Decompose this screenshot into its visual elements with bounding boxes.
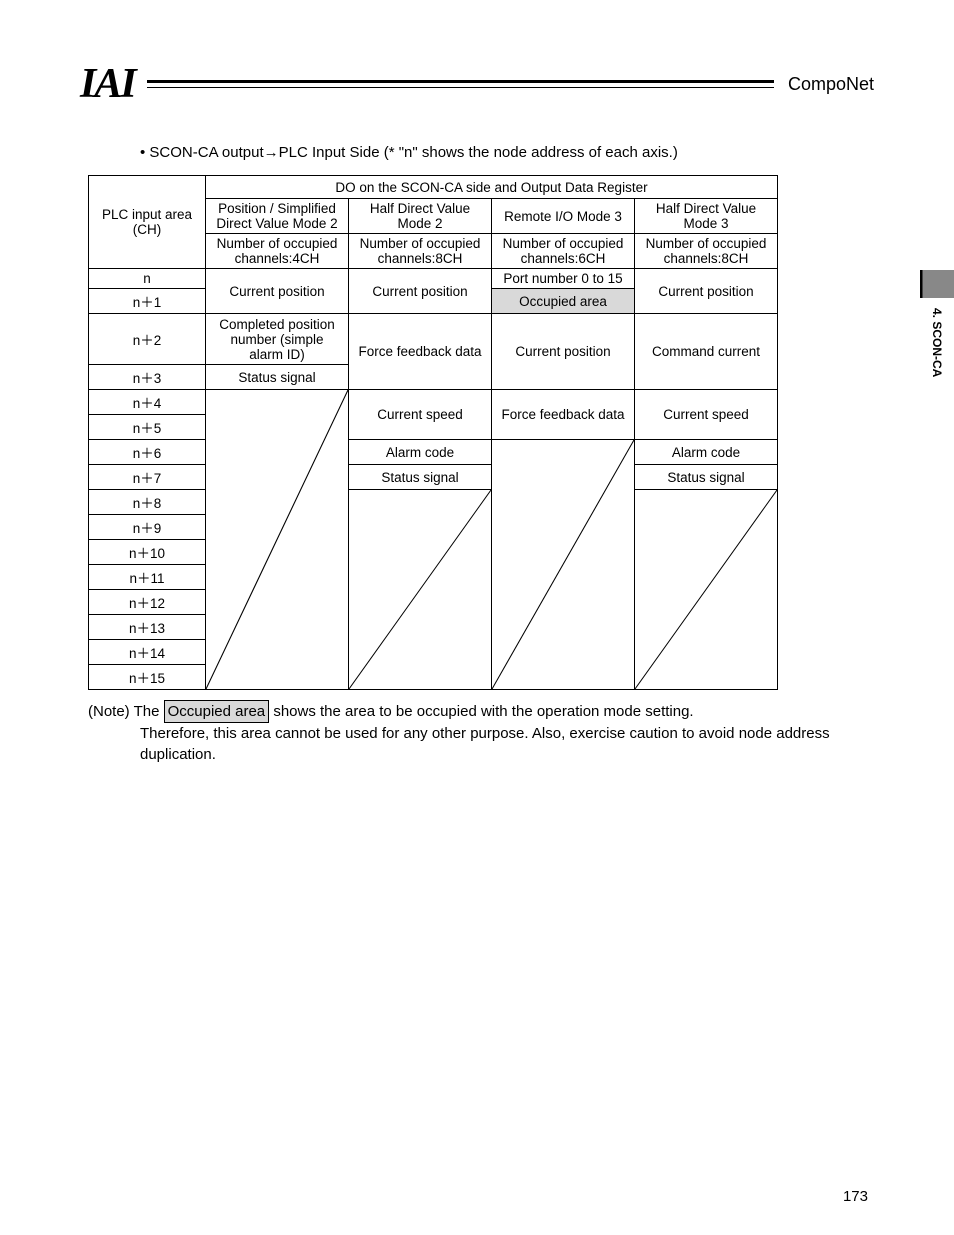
row-n10: n＋10 [89, 540, 206, 565]
row-n6: n＋6 [89, 440, 206, 465]
c4-speed: Current speed [635, 390, 778, 440]
row-n1: n＋1 [89, 289, 206, 314]
row-n3: n＋3 [89, 365, 206, 390]
ch-hdr-3: Number of occupied channels:8CH [635, 234, 778, 269]
c2-alarm: Alarm code [349, 440, 492, 465]
logo: IAI [80, 60, 135, 108]
row-n4: n＋4 [89, 390, 206, 415]
row-n13: n＋13 [89, 615, 206, 640]
row-n14: n＋14 [89, 640, 206, 665]
note-occ: Occupied area [164, 700, 270, 723]
c3-port: Port number 0 to 15 [492, 269, 635, 289]
c2-status: Status signal [349, 465, 492, 490]
c3-curpos: Current position [492, 314, 635, 390]
c2-curpos: Current position [349, 269, 492, 314]
note-line1: shows the area to be occupied with the o… [273, 703, 693, 720]
row-n5: n＋5 [89, 415, 206, 440]
c3-force: Force feedback data [492, 390, 635, 440]
note-block: (Note) The Occupied area shows the area … [88, 700, 874, 765]
c1-complpos: Completed position number (simple alarm … [206, 314, 349, 365]
c4-alarm: Alarm code [635, 440, 778, 465]
doc-title: CompoNet [788, 74, 874, 95]
side-tab-label: 4. SCON-CA [930, 308, 944, 377]
row-n7: n＋7 [89, 465, 206, 490]
page-header: IAI CompoNet [80, 60, 874, 108]
side-tab: 4. SCON-CA [920, 270, 954, 420]
c4-empty [635, 490, 778, 690]
mode-hdr-2: Remote I/O Mode 3 [492, 199, 635, 234]
note-line2: Therefore, this area cannot be used for … [140, 723, 874, 765]
c4-status: Status signal [635, 465, 778, 490]
c2-force: Force feedback data [349, 314, 492, 390]
c4-cmdcur: Command current [635, 314, 778, 390]
c1-empty [206, 390, 349, 690]
note-prefix: (Note) The [88, 703, 159, 720]
mode-hdr-1: Half Direct Value Mode 2 [349, 199, 492, 234]
plc-header: PLC input area (CH) [89, 176, 206, 269]
header-rule [147, 80, 774, 88]
c3-occ: Occupied area [492, 289, 635, 314]
row-n2: n＋2 [89, 314, 206, 365]
row-n11: n＋11 [89, 565, 206, 590]
section-bullet: • SCON-CA output→PLC Input Side (* "n" s… [140, 144, 874, 161]
c2-empty [349, 490, 492, 690]
row-n12: n＋12 [89, 590, 206, 615]
c1-curpos: Current position [206, 269, 349, 314]
ch-hdr-1: Number of occupied channels:8CH [349, 234, 492, 269]
mode-hdr-0: Position / Simplified Direct Value Mode … [206, 199, 349, 234]
ch-hdr-0: Number of occupied channels:4CH [206, 234, 349, 269]
c3-empty [492, 440, 635, 690]
register-table: PLC input area (CH) DO on the SCON-CA si… [88, 175, 778, 690]
bullet-text: SCON-CA output→PLC Input Side (* "n" sho… [149, 144, 677, 161]
ch-hdr-2: Number of occupied channels:6CH [492, 234, 635, 269]
mode-hdr-3: Half Direct Value Mode 3 [635, 199, 778, 234]
top-header: DO on the SCON-CA side and Output Data R… [206, 176, 778, 199]
side-tab-marker [920, 270, 954, 298]
c2-speed: Current speed [349, 390, 492, 440]
row-n15: n＋15 [89, 665, 206, 690]
row-n8: n＋8 [89, 490, 206, 515]
row-n: n [89, 269, 206, 289]
c1-status: Status signal [206, 365, 349, 390]
page-number: 173 [843, 1188, 868, 1205]
row-n9: n＋9 [89, 515, 206, 540]
c4-curpos: Current position [635, 269, 778, 314]
